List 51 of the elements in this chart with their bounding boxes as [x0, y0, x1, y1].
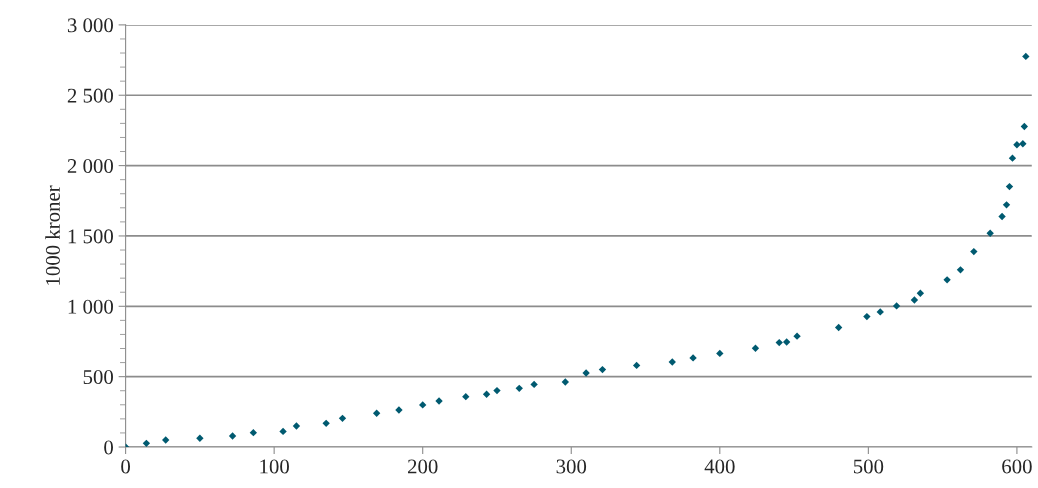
point — [372, 409, 381, 417]
point — [482, 390, 491, 398]
point — [515, 384, 523, 393]
point — [1002, 201, 1011, 209]
x-tick-label: 300 — [556, 459, 587, 474]
point — [462, 392, 470, 401]
point — [322, 419, 330, 428]
point — [338, 414, 347, 422]
point — [892, 302, 901, 310]
y-tick-label: 500 — [83, 370, 113, 385]
point — [1019, 140, 1027, 148]
point — [1005, 182, 1014, 191]
point — [834, 323, 843, 332]
point — [970, 247, 978, 256]
y-tick-label: 2 500 — [67, 88, 113, 103]
point — [493, 386, 501, 395]
point — [292, 422, 301, 430]
point — [782, 338, 791, 346]
x-tick-label: 600 — [1002, 459, 1032, 474]
point — [910, 296, 919, 304]
point — [1020, 122, 1029, 131]
point — [279, 427, 287, 436]
x-tick-label: 200 — [407, 459, 438, 474]
point — [419, 401, 427, 409]
point — [598, 365, 607, 374]
point — [956, 266, 965, 274]
point — [530, 380, 538, 389]
x-tick-label: 500 — [853, 459, 884, 474]
y-axis-title: 1000 kroner — [45, 185, 60, 285]
y-tick-label: 1 500 — [68, 229, 113, 244]
point — [751, 344, 760, 352]
point — [716, 349, 724, 358]
point — [775, 338, 783, 347]
y-tick-label: 2 000 — [67, 158, 113, 174]
point — [249, 428, 258, 437]
point — [632, 361, 641, 370]
point — [916, 289, 925, 297]
point — [863, 312, 871, 321]
x-tick-label: 0 — [121, 459, 131, 474]
point — [986, 229, 994, 237]
point — [196, 434, 204, 442]
x-tick-label: 400 — [704, 459, 735, 474]
point — [1022, 52, 1030, 61]
x-tick-label: 100 — [260, 459, 289, 474]
y-tick-label: 3 000 — [67, 18, 113, 33]
y-tick-label: 1 000 — [68, 299, 113, 314]
point — [228, 432, 237, 440]
y-tick-label: 0 — [104, 440, 113, 455]
point — [142, 439, 151, 448]
point — [998, 212, 1006, 221]
point — [1008, 154, 1017, 162]
